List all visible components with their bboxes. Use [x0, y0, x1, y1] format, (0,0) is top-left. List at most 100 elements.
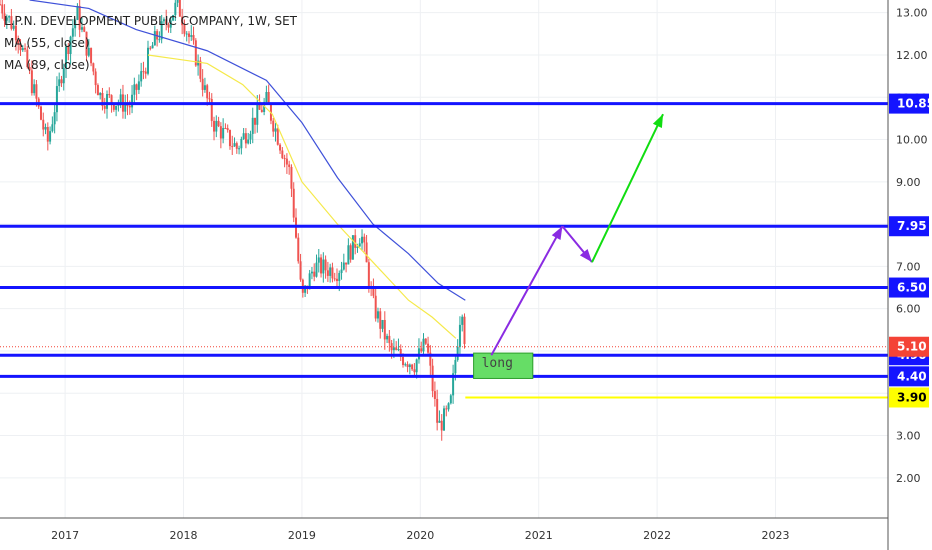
candle-body	[424, 338, 427, 344]
candle-body	[46, 126, 49, 142]
candle-body	[458, 324, 461, 347]
candle-body	[65, 46, 68, 68]
candle-body	[335, 278, 338, 282]
candle-body	[30, 70, 33, 94]
candle-body	[402, 356, 405, 365]
level-tag-bg	[889, 216, 929, 237]
candle-body	[14, 25, 17, 41]
candle-body	[411, 364, 414, 370]
candle-body	[140, 71, 143, 82]
candle-body	[176, 0, 179, 3]
candle-body	[351, 235, 354, 260]
candle-body	[112, 103, 115, 110]
chart-legend: L.P.N. DEVELOPMENT PUBLIC COMPANY, 1W, S…	[4, 10, 297, 76]
candle-body	[24, 48, 27, 50]
candle-body	[160, 21, 163, 40]
candle-body	[397, 349, 400, 351]
candle-body	[326, 270, 329, 276]
candle-body	[238, 148, 241, 150]
green-arrow-head	[652, 114, 664, 129]
candle-body	[158, 39, 161, 41]
candle-body	[379, 311, 382, 329]
candle-body	[383, 319, 386, 340]
ma55-line	[147, 54, 457, 339]
candle-body	[345, 262, 348, 265]
candle-body	[354, 235, 357, 248]
candle-body	[119, 94, 122, 104]
candle-body	[197, 60, 200, 66]
candle-body	[165, 19, 168, 25]
time-tick-label: 2017	[51, 529, 79, 542]
candle-body	[304, 285, 307, 293]
candle-body	[340, 269, 343, 274]
candle-body	[74, 19, 77, 29]
candle-body	[83, 27, 86, 32]
candle-body	[247, 139, 250, 144]
candle-body	[162, 19, 165, 22]
candle-body	[231, 146, 234, 148]
last-price-tag-bg	[889, 336, 929, 357]
candle-body	[422, 338, 425, 352]
candle-body	[317, 257, 320, 263]
candle-body	[374, 295, 377, 319]
level-tag-bg	[889, 366, 929, 387]
candle-body	[44, 126, 47, 130]
candle-body	[199, 60, 202, 79]
candle-body	[96, 85, 99, 96]
candle-body	[297, 237, 300, 262]
candle-body	[87, 47, 90, 56]
candle-body	[147, 47, 149, 74]
candle-body	[128, 105, 131, 108]
candle-body	[388, 335, 391, 344]
candle-body	[331, 267, 334, 279]
candle-body	[358, 243, 361, 247]
candle-body	[272, 120, 275, 132]
candle-body	[260, 109, 263, 113]
candle-body	[356, 246, 359, 248]
price-tick-label: 13.00	[896, 7, 928, 20]
candle-body	[265, 91, 268, 102]
candle-body	[431, 365, 434, 392]
candle-body	[361, 236, 364, 244]
candle-body	[115, 105, 118, 110]
candle-body	[406, 364, 409, 368]
candle-body	[281, 150, 284, 159]
candle-body	[240, 138, 243, 149]
symbol-title: L.P.N. DEVELOPMENT PUBLIC COMPANY, 1W, S…	[4, 14, 298, 28]
candle-body	[192, 35, 195, 41]
candle-body	[108, 94, 111, 96]
candle-body	[376, 311, 379, 319]
candle-body	[363, 236, 366, 243]
candle-body	[201, 78, 204, 90]
candle-body	[78, 5, 81, 30]
candle-body	[208, 98, 211, 100]
candle-body	[213, 120, 216, 132]
candle-body	[35, 84, 38, 99]
candle-body	[413, 369, 416, 373]
price-tick-label: 6.00	[896, 303, 921, 316]
candle-body	[131, 94, 134, 108]
time-tick-label: 2023	[762, 529, 790, 542]
candle-body	[58, 79, 61, 87]
candle-body	[219, 126, 222, 139]
candle-body	[90, 47, 93, 64]
candle-body	[256, 104, 259, 125]
candle-body	[367, 262, 370, 288]
time-tick-label: 2019	[288, 529, 316, 542]
candle-body	[206, 85, 209, 99]
candle-body	[447, 403, 450, 410]
candle-body	[315, 262, 318, 277]
candle-body	[299, 261, 302, 280]
candle-body	[185, 33, 188, 35]
long-label: long	[482, 356, 513, 371]
candle-body	[233, 143, 236, 147]
candle-body	[263, 101, 266, 113]
candle-body	[215, 120, 218, 132]
ma89-legend: MA (89, close)	[4, 58, 90, 72]
candle-body	[42, 119, 45, 130]
level-tag-bg	[889, 93, 929, 114]
candle-body	[313, 271, 316, 277]
candle-body	[320, 257, 323, 274]
candle-body	[445, 408, 448, 410]
